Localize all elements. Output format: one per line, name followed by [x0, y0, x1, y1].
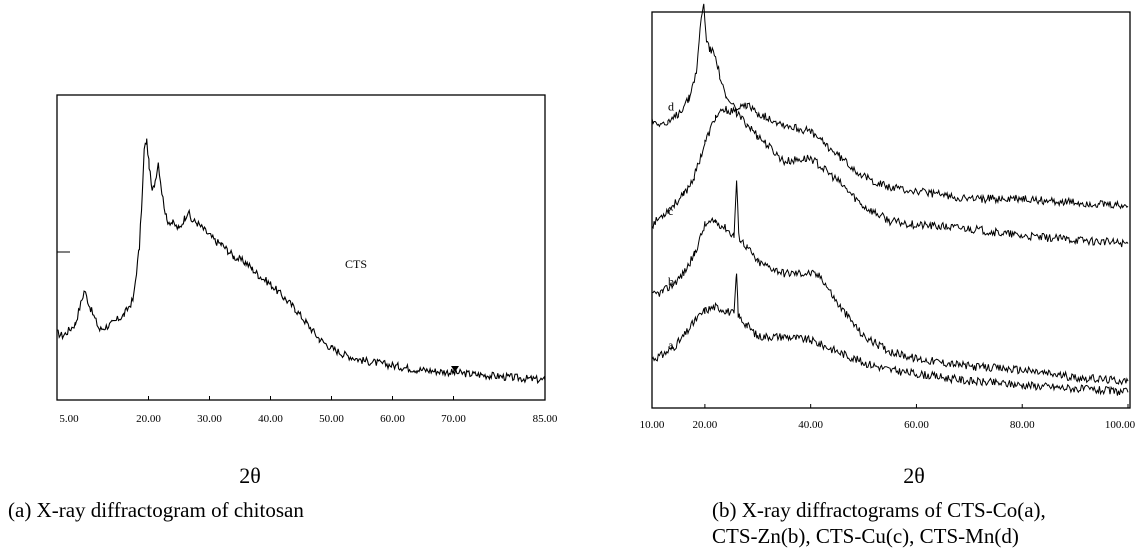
chart-b-xtick-label: 40.00	[798, 419, 823, 431]
chart-a-caption: (a) X-ray diffractogram of chitosan	[8, 497, 304, 523]
chart-b-series-label-d: d	[668, 100, 674, 114]
chart-b-series-c	[652, 106, 1128, 247]
chart-b-xlabel: 2θ	[864, 463, 964, 489]
chart-b-xtick-label: 10.00	[640, 419, 665, 431]
chart-b-series-b	[652, 181, 1128, 385]
chart-b-series-label-b: b	[668, 275, 674, 289]
chart-b-series-label-c: c	[668, 204, 673, 218]
chart-b-xtick-label: 60.00	[904, 419, 929, 431]
chart-b-xtick-label: 100.00	[1105, 419, 1136, 431]
chart-b-xtick-label: 20.00	[693, 419, 718, 431]
chart-b-series-label-a: a	[668, 338, 674, 352]
chart-b-frame	[652, 12, 1130, 408]
chart-a-xlabel: 2θ	[200, 463, 300, 489]
chart-b-caption-line2: CTS-Zn(b), CTS-Cu(c), CTS-Mn(d)	[712, 523, 1019, 549]
chart-b-series-d	[652, 4, 1128, 208]
chart-b-caption-line1: (b) X-ray diffractograms of CTS-Co(a),	[712, 497, 1046, 523]
chart-b: 10.00 20.00 40.00 60.00 80.00 100.00 a b c d	[0, 0, 1145, 440]
chart-b-series-a	[652, 274, 1128, 396]
chart-b-xtick-label: 80.00	[1010, 419, 1035, 431]
